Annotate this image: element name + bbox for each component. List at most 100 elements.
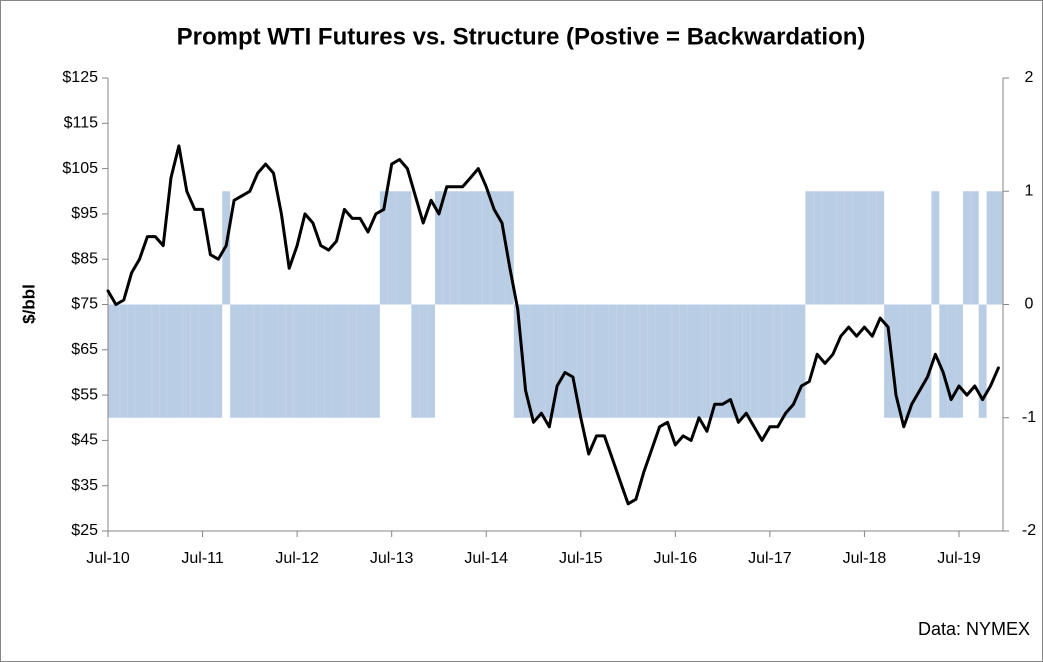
y2-tick-label: 0 — [1025, 296, 1034, 313]
structure-bar — [253, 304, 262, 418]
structure-bar — [498, 191, 506, 305]
structure-bar — [135, 304, 144, 418]
y-tick-label: $25 — [71, 522, 98, 539]
structure-bar — [214, 304, 223, 418]
x-tick-label: Jul-15 — [559, 550, 603, 567]
structure-bar — [143, 304, 152, 418]
y-tick-label: $85 — [71, 250, 98, 267]
structure-bar — [395, 191, 404, 305]
structure-bar — [899, 304, 908, 418]
structure-bar — [411, 304, 420, 418]
structure-bar — [277, 304, 286, 418]
structure-bar — [466, 191, 475, 305]
structure-bar — [624, 304, 632, 418]
structure-bar — [907, 304, 916, 418]
structure-bar — [970, 191, 979, 305]
structure-bar — [151, 304, 160, 418]
structure-bar — [687, 304, 696, 418]
structure-bar — [931, 191, 940, 305]
structure-bar — [230, 304, 239, 418]
structure-bar — [923, 304, 932, 418]
x-tick-label: Jul-11 — [181, 550, 223, 567]
structure-bar — [316, 304, 325, 418]
y-tick-label: $65 — [71, 341, 98, 358]
structure-bar — [576, 304, 585, 418]
structure-bar — [616, 304, 625, 418]
structure-bar — [371, 304, 380, 418]
y2-tick-label: -1 — [1022, 409, 1036, 426]
structure-bar — [647, 304, 656, 418]
structure-bar — [482, 191, 491, 305]
x-tick-label: Jul-16 — [654, 550, 698, 567]
structure-bar — [592, 304, 601, 418]
structure-bar — [892, 304, 900, 418]
structure-bar — [939, 304, 948, 418]
structure-bar — [332, 304, 341, 418]
x-tick-label: Jul-19 — [937, 550, 981, 567]
structure-bar — [671, 304, 680, 418]
structure-bar — [710, 304, 719, 418]
y-tick-label: $35 — [71, 477, 98, 494]
structure-bar — [379, 191, 388, 305]
structure-bar — [364, 304, 372, 418]
structure-bar — [844, 191, 853, 305]
structure-bar — [781, 304, 790, 418]
y2-tick-label: -2 — [1022, 522, 1036, 539]
structure-bar — [442, 191, 451, 305]
structure-bar — [758, 304, 766, 418]
x-tick-label: Jul-12 — [275, 550, 319, 567]
structure-bar — [308, 304, 317, 418]
structure-bar — [301, 304, 309, 418]
structure-bar — [876, 191, 885, 305]
structure-bar — [206, 304, 215, 418]
structure-bar — [458, 191, 467, 305]
structure-bar — [639, 304, 648, 418]
structure-bar — [490, 191, 499, 305]
y-tick-label: $55 — [71, 386, 98, 403]
structure-bar — [190, 304, 199, 418]
structure-bar — [836, 191, 845, 305]
structure-bar — [868, 191, 877, 305]
structure-bar — [884, 304, 893, 418]
x-tick-label: Jul-18 — [843, 550, 887, 567]
structure-bar — [119, 304, 128, 418]
structure-bar — [182, 304, 191, 418]
structure-bar — [159, 304, 168, 418]
y-tick-label: $115 — [64, 115, 99, 132]
structure-bar — [600, 304, 609, 418]
structure-bar — [789, 304, 798, 418]
structure-bar — [474, 191, 483, 305]
structure-bar — [293, 304, 302, 418]
structure-bar — [852, 191, 861, 305]
structure-bar — [750, 304, 759, 418]
structure-bar — [718, 304, 727, 418]
structure-bar — [387, 191, 396, 305]
y-tick-label: $75 — [71, 296, 98, 313]
y-tick-label: $125 — [62, 69, 98, 86]
structure-bar — [285, 304, 294, 418]
structure-bar — [765, 304, 774, 418]
structure-bar — [111, 304, 120, 418]
y2-tick-label: 1 — [1025, 182, 1034, 199]
price-line — [106, 144, 1000, 506]
structure-bar — [324, 304, 333, 418]
structure-bar — [734, 304, 743, 418]
structure-bar — [655, 304, 664, 418]
structure-bar — [828, 191, 837, 305]
structure-bar — [537, 304, 546, 418]
structure-bar — [986, 191, 995, 305]
structure-bar — [860, 191, 869, 305]
y2-tick-label: 2 — [1025, 69, 1034, 86]
x-tick-label: Jul-14 — [464, 550, 508, 567]
structure-bar — [663, 304, 672, 418]
structure-bar — [167, 304, 175, 418]
structure-bar — [261, 304, 270, 418]
structure-bar — [340, 304, 349, 418]
structure-bar — [679, 304, 688, 418]
structure-bar — [450, 191, 459, 305]
structure-bar — [561, 304, 569, 418]
structure-bar — [521, 304, 530, 418]
structure-bar — [742, 304, 751, 418]
chart-title: Prompt WTI Futures vs. Structure (Postiv… — [177, 23, 866, 50]
